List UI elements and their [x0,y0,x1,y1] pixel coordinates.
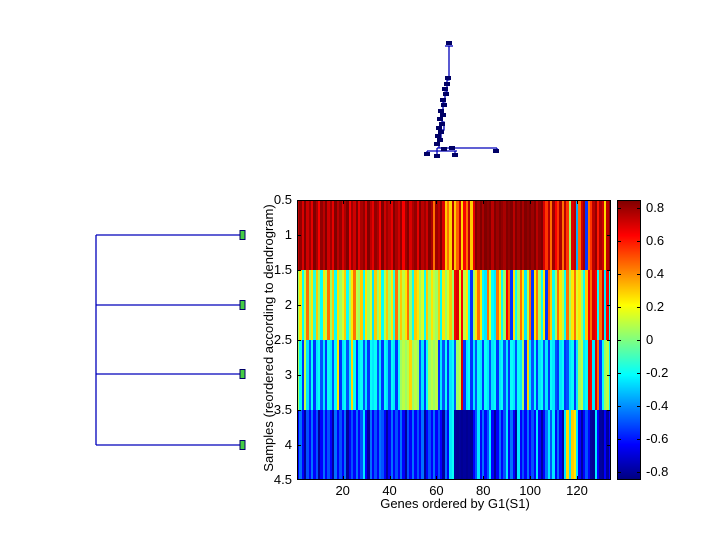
x-tick-label: 40 [382,483,397,498]
y-tick-label: 3 [284,367,292,382]
top-dendrogram-node-marker [434,154,440,158]
left-dendrogram-leaf-marker [239,230,246,240]
colorbar [617,200,641,480]
left-dendrogram-leaf-marker [239,300,246,310]
top-dendrogram-node-marker [443,92,449,96]
colorbar-tick-label: -0.2 [646,364,669,380]
x-axis-label: Genes ordered by G1(S1) [380,496,530,511]
top-dendrogram-node-marker [440,98,446,102]
colorbar-tick-label: -0.4 [646,397,669,413]
top-dendrogram-node-marker [445,76,451,80]
top-dendrogram-node-marker [437,138,443,142]
top-dendrogram-node-marker [449,146,455,150]
top-dendrogram-node-marker [439,122,445,126]
x-tick-label: 100 [519,483,541,498]
y-tick-label: 3.5 [273,402,292,417]
y-tick-label: 2.5 [273,332,292,347]
top-dendrogram-node-marker [438,109,444,113]
colorbar-tick-label: 0.6 [646,233,665,249]
x-tick-label: 80 [476,483,491,498]
x-tick-label: 120 [566,483,588,498]
left-dendrogram-leaf-marker [239,440,246,450]
colorbar-tick-label: -0.8 [646,463,669,479]
colorbar-tick-label: 0.2 [646,299,665,315]
colorbar-tick-label: 0.8 [646,200,665,216]
heatmap-canvas [297,200,611,480]
top-dendrogram-node-marker [435,134,441,138]
top-dendrogram-node-marker [434,142,440,146]
top-dendrogram-node-marker [446,41,452,45]
y-tick-label: 0.5 [273,192,292,207]
top-dendrogram-node-marker [437,117,443,121]
x-tick-label: 60 [429,483,444,498]
colorbar-tick-label: 0 [646,332,654,347]
top-dendrogram-node-marker [442,87,448,91]
top-dendrogram-node-marker [440,113,446,117]
top-dendrogram-node-marker [441,103,447,107]
top-dendrogram-node-marker [444,82,450,86]
y-tick-label: 2 [284,297,292,312]
top-dendrogram-node-marker [441,147,447,151]
top-dendrogram-node-marker [438,130,444,134]
colorbar-tick-label: 0.4 [646,266,665,282]
left-dendrogram-leaf-marker [239,369,246,379]
top-dendrogram-node-marker [493,149,499,153]
top-dendrogram-node-marker [452,153,458,157]
top-dendrogram-node-marker [436,126,442,130]
y-tick-label: 4 [284,437,292,452]
y-tick-label: 1.5 [273,262,292,277]
y-tick-label: 4.5 [273,472,292,487]
top-dendrogram-node-marker [424,152,430,156]
top-dendrogram-trunk [438,46,450,148]
x-tick-label: 20 [335,483,350,498]
colorbar-tick-label: -0.6 [646,430,669,446]
y-tick-label: 1 [284,227,292,242]
